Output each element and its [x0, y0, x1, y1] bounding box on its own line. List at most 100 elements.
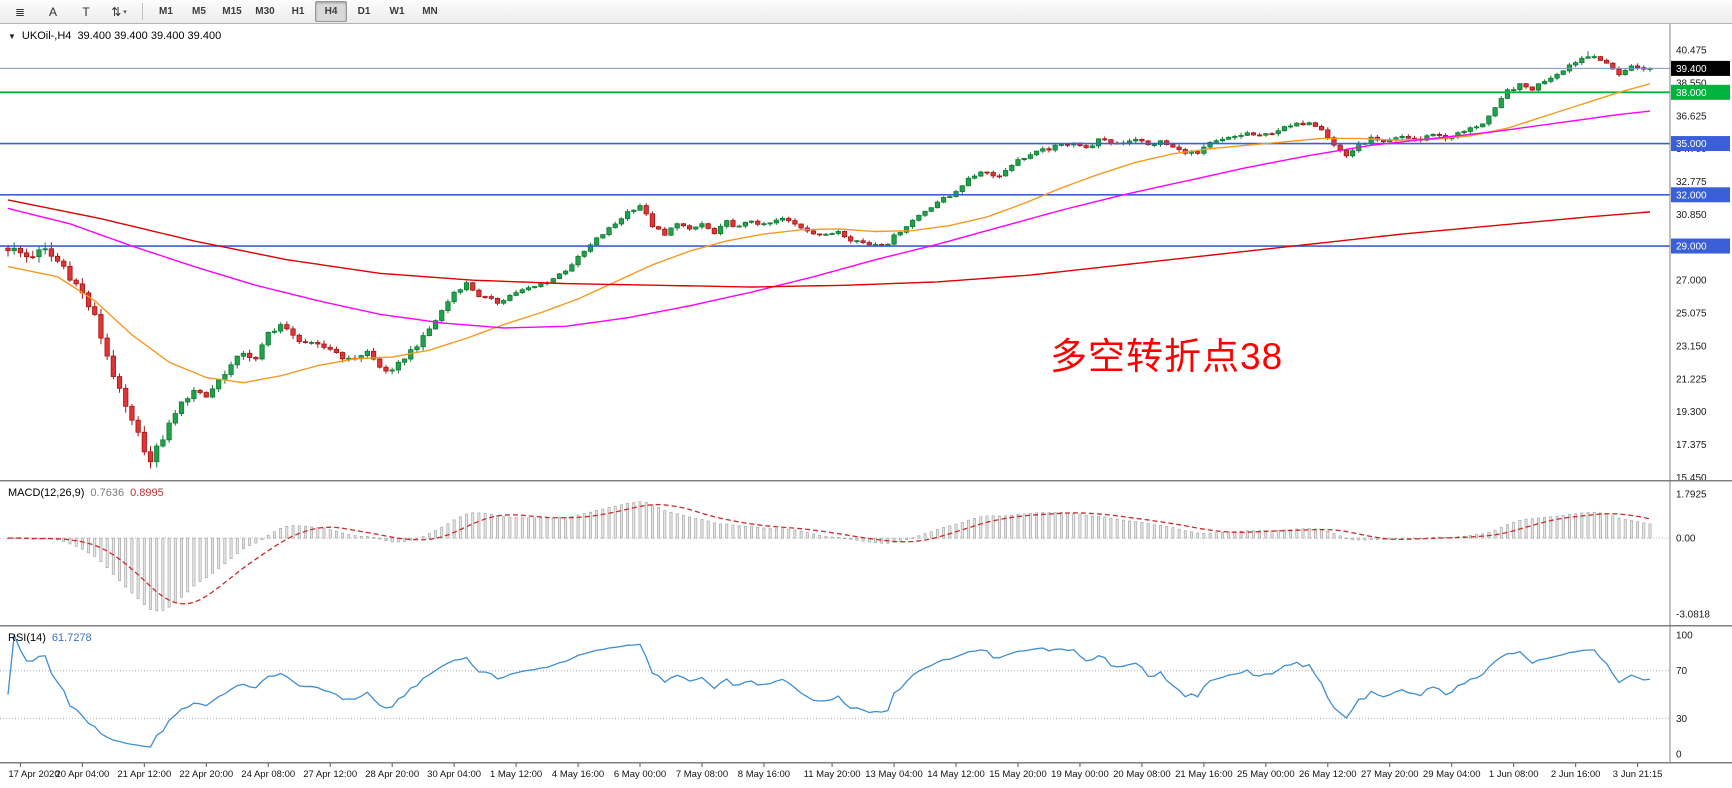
symbol-label: UKOil-,H4 — [21, 30, 72, 42]
svg-text:26 May 12:00: 26 May 12:00 — [1299, 769, 1357, 780]
svg-text:21.225: 21.225 — [1676, 374, 1707, 385]
cursor-a-icon: A — [48, 4, 57, 19]
tf-label: H4 — [324, 6, 338, 17]
svg-text:17 Apr 2020: 17 Apr 2020 — [8, 769, 59, 780]
price-badge-32.000 — [1671, 187, 1730, 203]
tf-label: MN — [422, 6, 438, 17]
tf-button-m15[interactable]: M15 — [216, 1, 248, 22]
indicator-arrows-button[interactable]: ⇅ ▾ — [103, 1, 135, 22]
toolbar-left-group: ≣ A T ⇅ ▾ — [4, 1, 135, 22]
hlines-layer — [0, 67, 1670, 247]
price-axis[interactable]: 40.47538.55036.62534.70032.77530.85028.9… — [1669, 24, 1732, 788]
svg-text:20 Apr 04:00: 20 Apr 04:00 — [55, 769, 109, 780]
candles-layer — [5, 51, 1653, 469]
svg-text:15 May 20:00: 15 May 20:00 — [989, 769, 1047, 780]
svg-text:19 May 00:00: 19 May 00:00 — [1051, 769, 1109, 780]
tf-button-m1[interactable]: M1 — [150, 1, 182, 22]
svg-text:8 May 16:00: 8 May 16:00 — [738, 769, 790, 780]
svg-text:14 May 12:00: 14 May 12:00 — [927, 769, 985, 780]
macd-header: MACD(12,26,9) 0.7636 0.8995 — [8, 487, 164, 499]
tf-label: W1 — [389, 6, 405, 17]
svg-text:32.775: 32.775 — [1676, 177, 1707, 188]
svg-text:27.000: 27.000 — [1676, 276, 1707, 287]
menu-button[interactable]: ≣ — [4, 1, 36, 22]
tf-label: M1 — [159, 6, 173, 17]
tf-button-m30[interactable]: M30 — [249, 1, 281, 22]
svg-text:28 Apr 20:00: 28 Apr 20:00 — [365, 769, 419, 780]
tf-button-h4[interactable]: H4 — [315, 1, 347, 22]
price-badge-38.000 — [1671, 84, 1730, 100]
tf-label: D1 — [357, 6, 371, 17]
svg-text:70: 70 — [1676, 666, 1688, 677]
tf-button-mn[interactable]: MN — [414, 1, 446, 22]
macd-signal-value: 0.8995 — [130, 487, 164, 499]
svg-text:29.000: 29.000 — [1676, 242, 1707, 253]
svg-text:100: 100 — [1676, 631, 1693, 642]
svg-text:30 Apr 04:00: 30 Apr 04:00 — [427, 769, 481, 780]
svg-text:30.850: 30.850 — [1676, 210, 1707, 221]
tf-button-d1[interactable]: D1 — [348, 1, 380, 22]
svg-text:40.475: 40.475 — [1676, 46, 1707, 57]
tf-label: M5 — [192, 6, 206, 17]
rsi-value: 61.7278 — [51, 632, 92, 644]
svg-text:6 May 00:00: 6 May 00:00 — [614, 769, 666, 780]
svg-text:-3.0818: -3.0818 — [1676, 610, 1710, 621]
svg-text:32.000: 32.000 — [1676, 190, 1707, 201]
tf-button-h1[interactable]: H1 — [282, 1, 314, 22]
svg-text:21 May 16:00: 21 May 16:00 — [1175, 769, 1233, 780]
svg-text:25.075: 25.075 — [1676, 309, 1707, 320]
svg-text:0: 0 — [1676, 750, 1682, 761]
text-t-icon: T — [82, 4, 90, 19]
svg-text:27 May 20:00: 27 May 20:00 — [1361, 769, 1419, 780]
macd-label: MACD(12,26,9) — [8, 487, 85, 499]
svg-text:22 Apr 20:00: 22 Apr 20:00 — [179, 769, 233, 780]
price-badge-35.000 — [1671, 136, 1730, 152]
svg-text:27 Apr 12:00: 27 Apr 12:00 — [303, 769, 357, 780]
svg-text:30: 30 — [1676, 714, 1688, 725]
rsi-panel: 100 70 30 0 — [0, 631, 1693, 761]
rsi-line — [7, 634, 1651, 748]
indicator-arrows-icon: ⇅ — [111, 4, 122, 19]
tf-label: M15 — [222, 6, 242, 17]
svg-text:1 May 12:00: 1 May 12:00 — [490, 769, 542, 780]
svg-text:2 Jun 16:00: 2 Jun 16:00 — [1551, 769, 1601, 780]
dropdown-caret-icon: ▾ — [123, 8, 127, 16]
svg-text:11 May 20:00: 11 May 20:00 — [804, 769, 861, 780]
svg-text:7 May 08:00: 7 May 08:00 — [676, 769, 728, 780]
toolbar-separator — [142, 3, 143, 20]
svg-text:0.00: 0.00 — [1676, 534, 1696, 545]
timeframe-group: M1 M5 M15 M30 H1 H4 D1 W1 MN — [150, 1, 446, 22]
text-t-button[interactable]: T — [70, 1, 102, 22]
toolbar: ≣ A T ⇅ ▾ M1 M5 M15 M30 H1 H4 D1 W1 MN — [0, 0, 1732, 24]
symbol-dropdown-icon[interactable]: ▼ — [8, 32, 16, 41]
price-badge-39.400 — [1671, 60, 1730, 76]
ohlc-values: 39.400 39.400 39.400 39.400 — [77, 30, 222, 42]
svg-text:1.7925: 1.7925 — [1676, 490, 1707, 501]
chart-annotation[interactable]: 多空转折点38 — [1050, 336, 1284, 377]
svg-text:39.400: 39.400 — [1676, 64, 1707, 75]
svg-text:1 Jun 08:00: 1 Jun 08:00 — [1489, 769, 1539, 780]
tf-button-w1[interactable]: W1 — [381, 1, 413, 22]
rsi-label: RSI(14) — [8, 632, 46, 644]
price-badge-29.000 — [1671, 238, 1730, 254]
svg-text:36.625: 36.625 — [1676, 111, 1707, 122]
svg-text:23.150: 23.150 — [1676, 341, 1707, 352]
svg-text:25 May 00:00: 25 May 00:00 — [1237, 769, 1295, 780]
ma-medium-line — [7, 110, 1651, 329]
cursor-a-button[interactable]: A — [37, 1, 69, 22]
svg-text:29 May 04:00: 29 May 04:00 — [1423, 769, 1481, 780]
svg-text:15.450: 15.450 — [1676, 473, 1707, 484]
svg-text:38.000: 38.000 — [1676, 88, 1707, 99]
svg-text:4 May 16:00: 4 May 16:00 — [552, 769, 604, 780]
tf-label: M30 — [255, 6, 275, 17]
macd-value: 0.7636 — [90, 487, 125, 499]
svg-text:38.550: 38.550 — [1676, 78, 1707, 89]
macd-signal-line — [7, 503, 1651, 605]
tf-button-m5[interactable]: M5 — [183, 1, 215, 22]
macd-panel: 1.7925 0.00 -3.0818 — [0, 490, 1710, 621]
svg-text:24 Apr 08:00: 24 Apr 08:00 — [241, 769, 295, 780]
svg-text:19.300: 19.300 — [1676, 407, 1707, 418]
